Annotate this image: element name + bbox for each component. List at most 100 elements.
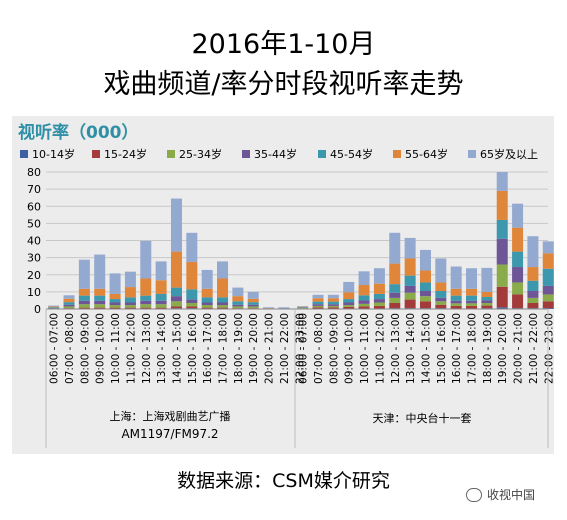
legend-label-1: 15-24岁 bbox=[104, 147, 147, 161]
bar-segment-g0-c13-s1 bbox=[247, 308, 259, 309]
bar-segment-g1-c8-s4 bbox=[419, 282, 431, 292]
bar-segment-g1-c9-s2 bbox=[435, 301, 447, 305]
x-tick-label-g1-3: 09:00 - 10:00 bbox=[344, 313, 356, 384]
group-label-shanghai-freq: AM1197/FM97.2 bbox=[121, 427, 218, 441]
data-source: 数据来源：CSM媒介研究 bbox=[177, 470, 390, 492]
bar-segment-g0-c6-s6 bbox=[140, 240, 152, 279]
bar-segment-g1-c14-s1 bbox=[512, 294, 524, 309]
bar-segment-g1-c11-s3 bbox=[466, 300, 478, 304]
bar-segment-g0-c11-s1 bbox=[217, 307, 229, 309]
bar-segment-g1-c1-s5 bbox=[312, 298, 324, 302]
watermark: 收视中国 bbox=[466, 486, 535, 503]
bar-segment-g0-c7-s3 bbox=[155, 300, 167, 305]
x-tick-label-g1-0: 06:00 - 07:00 bbox=[298, 313, 310, 384]
x-tick-label-g0-11: 17:00 - 18:00 bbox=[218, 313, 230, 384]
x-tick-label-g1-14: 20:00 - 21:00 bbox=[513, 313, 525, 384]
bar-segment-g0-c11-s2 bbox=[217, 305, 229, 308]
x-tick-label-g1-13: 19:00 - 20:00 bbox=[497, 313, 509, 384]
bar-segment-g0-c12-s6 bbox=[232, 287, 244, 297]
bar-segment-g0-c12-s5 bbox=[232, 296, 244, 302]
y-tick-label-4: 40 bbox=[27, 235, 41, 248]
bar-segment-g1-c9-s5 bbox=[435, 282, 447, 292]
bar-segment-g0-c4-s4 bbox=[109, 299, 121, 303]
bar-segment-g1-c14-s5 bbox=[512, 227, 524, 252]
y-tick-label-6: 60 bbox=[27, 200, 41, 213]
x-tick-label-g1-4: 10:00 - 11:00 bbox=[359, 313, 371, 384]
bar-segment-g0-c5-s3 bbox=[124, 302, 136, 306]
x-tick-label-g1-11: 17:00 - 18:00 bbox=[467, 313, 479, 384]
bar-segment-g1-c15-s6 bbox=[527, 236, 539, 268]
x-tick-label-g0-1: 07:00 - 08:00 bbox=[64, 313, 76, 384]
bar-segment-g0-c12-s4 bbox=[232, 301, 244, 305]
bar-segment-g1-c10-s6 bbox=[450, 266, 462, 289]
bar-segment-g0-c11-s4 bbox=[217, 297, 229, 303]
y-tick-label-3: 30 bbox=[27, 252, 41, 265]
bar-segment-g1-c11-s2 bbox=[466, 303, 478, 306]
bar-segment-g0-c7-s6 bbox=[155, 261, 167, 281]
bar-segment-g1-c14-s2 bbox=[512, 282, 524, 295]
bar-segment-g0-c10-s4 bbox=[201, 297, 213, 303]
bar-segment-g0-c8-s4 bbox=[170, 287, 182, 297]
bar-segment-g1-c9-s4 bbox=[435, 291, 447, 298]
x-tick-label-g0-14: 20:00 - 21:00 bbox=[264, 313, 276, 384]
bar-segment-g1-c4-s6 bbox=[358, 271, 370, 286]
bar-segment-g1-c8-s2 bbox=[419, 296, 431, 302]
bar-segment-g0-c2-s3 bbox=[78, 300, 90, 305]
bar-segment-g0-c10-s6 bbox=[201, 269, 213, 289]
bar-segment-g1-c8-s3 bbox=[419, 291, 431, 297]
bar-segment-g1-c13-s2 bbox=[496, 264, 508, 287]
x-tick-label-g0-3: 09:00 - 10:00 bbox=[95, 313, 107, 384]
legend-swatch-3 bbox=[242, 150, 250, 158]
bar-segment-g0-c4-s3 bbox=[109, 302, 121, 306]
bar-segment-g1-c13-s1 bbox=[496, 286, 508, 308]
bar-segment-g1-c2-s2 bbox=[327, 305, 339, 308]
x-tick-label-g0-7: 13:00 - 14:00 bbox=[156, 313, 168, 384]
bar-segment-g1-c4-s5 bbox=[358, 285, 370, 296]
bar-segment-g0-c3-s1 bbox=[94, 307, 106, 309]
bar-segment-g1-c13-s3 bbox=[496, 238, 508, 265]
bar-segment-g1-c7-s4 bbox=[404, 275, 416, 286]
bar-segment-g0-c10-s5 bbox=[201, 288, 213, 298]
bar-segment-g1-c6-s1 bbox=[389, 303, 401, 309]
bar-segment-g1-c0-s4 bbox=[297, 306, 309, 308]
bar-segment-g0-c1-s1 bbox=[63, 308, 75, 309]
bar-segment-g0-c11-s6 bbox=[217, 261, 229, 279]
x-tick-label-g1-9: 15:00 - 16:00 bbox=[436, 313, 448, 384]
bar-segment-g1-c16-s1 bbox=[542, 301, 554, 309]
bar-segment-g1-c4-s1 bbox=[358, 306, 370, 309]
x-tick-label-g1-8: 14:00 - 15:00 bbox=[420, 313, 432, 384]
bar-segment-g0-c1-s6 bbox=[63, 295, 75, 299]
wechat-icon bbox=[466, 487, 482, 502]
bar-segment-g1-c10-s5 bbox=[450, 288, 462, 296]
bar-segment-g1-c6-s4 bbox=[389, 284, 401, 293]
bar-segment-g0-c5-s2 bbox=[124, 305, 136, 308]
bar-segment-g0-c10-s1 bbox=[201, 307, 213, 309]
bar-segment-g1-c6-s2 bbox=[389, 297, 401, 304]
bar-segment-g1-c10-s1 bbox=[450, 305, 462, 309]
bar-segment-g1-c13-s0 bbox=[496, 307, 508, 309]
bar-segment-g1-c5-s2 bbox=[373, 302, 385, 306]
bar-segment-g1-c3-s6 bbox=[343, 281, 355, 293]
bar-segment-g1-c16-s5 bbox=[542, 253, 554, 269]
bar-segment-g1-c11-s1 bbox=[466, 305, 478, 309]
legend-label-2: 25-34岁 bbox=[179, 147, 222, 161]
legend-label-4: 45-54岁 bbox=[330, 147, 373, 161]
bar-segment-g1-c15-s2 bbox=[527, 297, 539, 304]
bar-segment-g0-c13-s5 bbox=[247, 298, 259, 303]
bar-segment-g0-c5-s5 bbox=[124, 287, 136, 298]
bar-segment-g1-c4-s4 bbox=[358, 295, 370, 301]
bar-segment-g0-c11-s3 bbox=[217, 302, 229, 306]
group-label-tianjin: 天津：中央台十一套 bbox=[373, 411, 472, 425]
legend-swatch-1 bbox=[92, 150, 100, 158]
bar-segment-g1-c1-s1 bbox=[312, 307, 324, 309]
bar-segment-g0-c3-s6 bbox=[94, 254, 106, 289]
x-tick-label-g0-12: 18:00 - 19:00 bbox=[233, 313, 245, 384]
bar-segment-g1-c12-s6 bbox=[481, 267, 493, 292]
bar-segment-g1-c7-s6 bbox=[404, 237, 416, 259]
x-tick-label-g1-16: 22:00 - 23:00 bbox=[543, 313, 554, 384]
bar-segment-g1-c10-s2 bbox=[450, 303, 462, 306]
bar-segment-g0-c5-s4 bbox=[124, 297, 136, 303]
bar-segment-g0-c12-s3 bbox=[232, 304, 244, 307]
bar-segment-g0-c6-s1 bbox=[140, 307, 152, 309]
bar-segment-g0-c2-s5 bbox=[78, 288, 90, 296]
